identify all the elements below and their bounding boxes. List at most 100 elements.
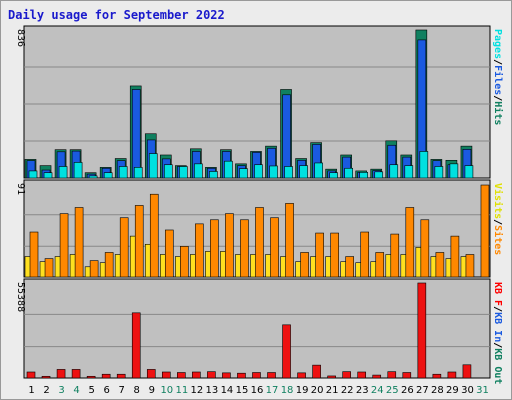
bar-pages (299, 165, 308, 179)
bar-kb-f (71, 369, 81, 379)
bar-sites (255, 207, 264, 278)
bar-sites (465, 254, 475, 278)
bar-sites (240, 219, 249, 278)
plot-area (23, 278, 491, 379)
bar-pages (43, 172, 53, 179)
bar-sites (375, 252, 385, 278)
bar-sites (345, 256, 354, 278)
day-tick-label: 7 (119, 385, 125, 396)
day-tick-label: 29 (446, 385, 459, 396)
bar-kb-f (41, 375, 51, 379)
legend-entry: KB Out (492, 348, 503, 384)
bar-kb-f (146, 369, 156, 379)
bar-sites (210, 219, 219, 278)
bar-kb-f (432, 373, 442, 379)
day-tick-label: 22 (341, 385, 354, 396)
bar-kb-f (342, 371, 351, 379)
day-axis: 1 2 3 4 5 6 7 8 9 10 11 12 13 14 15 16 17 18 19 20 21 22 23 24 2… (28, 385, 489, 396)
day-tick-label: 10 (160, 385, 173, 396)
bar-pages (163, 164, 173, 179)
bar-sites (480, 184, 490, 278)
panel-kbytes: 55388 KB F/KB In/KB Out (15, 278, 503, 384)
y-max-label: 836 (15, 29, 26, 47)
day-tick-label: 19 (296, 385, 309, 396)
bar-kb-f (312, 364, 321, 379)
bar-sites (330, 232, 339, 278)
bar-pages (404, 165, 414, 179)
y-max-label: 55388 (15, 282, 26, 312)
day-tick-label: 13 (206, 385, 219, 396)
day-tick-label: 26 (401, 385, 414, 396)
bar-sites (360, 231, 370, 278)
bar-kb-f (282, 324, 291, 379)
bar-pages (179, 166, 188, 179)
legend-entry: / (492, 219, 503, 225)
bar-kb-f (222, 372, 231, 379)
bar-sites (149, 193, 159, 278)
day-tick-label: 28 (431, 385, 444, 396)
day-tick-label: 18 (281, 385, 294, 396)
day-tick-label: 1 (28, 385, 34, 396)
bar-pages (88, 175, 98, 179)
day-tick-label: 11 (175, 385, 188, 396)
bar-kb-f (192, 371, 201, 379)
bar-pages (224, 160, 233, 179)
legend-entry: KB In (492, 312, 503, 342)
bar-sites (315, 232, 324, 278)
bar-pages (73, 162, 83, 179)
bar-files (131, 89, 141, 179)
bar-pages (239, 168, 248, 179)
bar-pages (103, 172, 113, 179)
day-tick-label: 16 (251, 385, 264, 396)
day-tick-label: 14 (221, 385, 234, 396)
legend-entry: / (492, 342, 503, 348)
y-max-label: 91 (15, 183, 26, 195)
legend-entry: Sites (492, 225, 504, 255)
bar-kb-f (101, 373, 111, 379)
bar-pages (269, 165, 278, 179)
bar-pages (148, 153, 158, 179)
legend: Pages/Files/Hits (492, 29, 504, 125)
bar-pages (194, 163, 203, 179)
bar-kb-f (237, 372, 246, 379)
bar-sites (270, 217, 279, 278)
bar-pages (118, 166, 128, 179)
legend-entry: / (492, 59, 503, 65)
bar-sites (450, 235, 460, 278)
bar-pages (284, 166, 293, 179)
bar-pages (314, 162, 323, 179)
panel-hits-files-pages: 836 Pages/Files/Hits (15, 25, 504, 179)
bar-sites (405, 207, 415, 278)
bar-pages (28, 170, 38, 179)
day-tick-label: 15 (236, 385, 249, 396)
legend-entry: / (492, 95, 503, 101)
day-tick-label: 20 (311, 385, 324, 396)
bar-pages (58, 166, 68, 179)
bar-kb-f (116, 373, 126, 379)
legend: Visits/Sites (492, 183, 504, 255)
day-tick-label: 30 (461, 385, 474, 396)
legend-entry: / (492, 306, 503, 312)
bar-pages (344, 167, 353, 179)
bar-kb-f (161, 371, 171, 379)
legend-entry: Files (492, 65, 504, 95)
bar-pages (254, 164, 263, 179)
bar-sites (74, 207, 84, 278)
day-tick-label: 21 (326, 385, 339, 396)
bar-sites (300, 252, 309, 278)
bar-kb-f (357, 371, 367, 379)
legend-entry: KB F (492, 282, 503, 306)
day-tick-label: 25 (386, 385, 399, 396)
bar-kb-f (462, 364, 472, 379)
day-tick-label: 27 (416, 385, 429, 396)
bar-kb-f (86, 375, 96, 379)
day-tick-label: 24 (371, 385, 384, 396)
bar-pages (419, 151, 429, 179)
bar-sites (134, 205, 144, 278)
bar-kb-f (252, 372, 261, 379)
chart-title: Daily usage for September 2022 (8, 8, 225, 22)
legend-entry: Hits (492, 101, 504, 125)
bar-sites (59, 213, 69, 278)
day-tick-label: 17 (266, 385, 279, 396)
